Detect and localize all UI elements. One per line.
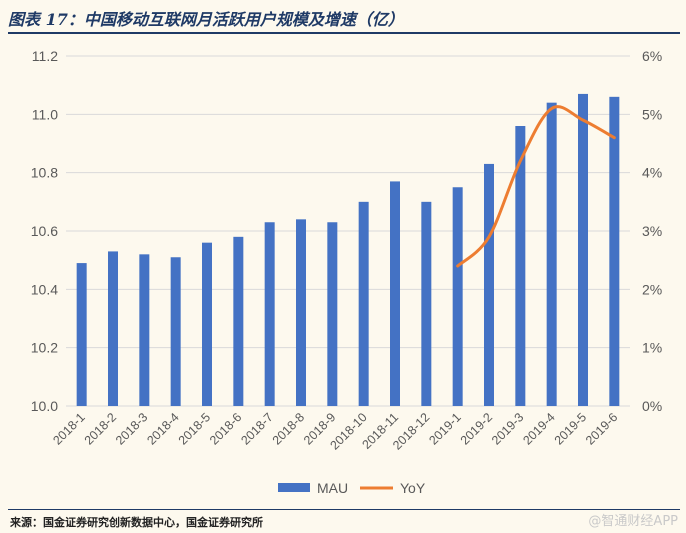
x-tick-label: 2019-5 bbox=[552, 410, 589, 447]
chart: 10.0 10.2 10.4 10.6 10.8 11.0 11.2 0% 1% 2% 3% 4% 5… bbox=[31, 48, 662, 496]
legend-label-mau: MAU bbox=[317, 480, 348, 496]
bar bbox=[452, 187, 463, 406]
bar bbox=[108, 251, 118, 406]
x-tick-label: 2018-6 bbox=[207, 410, 244, 447]
x-tick-label: 2018-1 bbox=[50, 410, 87, 447]
bar bbox=[202, 242, 212, 406]
bar bbox=[296, 219, 306, 406]
y-tick-label-left: 10.6 bbox=[31, 223, 58, 239]
header-rule bbox=[8, 32, 680, 34]
footer-rule bbox=[8, 509, 680, 510]
chart-title: 图表 17：中国移动互联网月活跃用户规模及增速（亿） bbox=[8, 10, 404, 29]
y-tick-label-right: 0% bbox=[642, 398, 662, 414]
bar-layer bbox=[76, 93, 620, 407]
x-tick-label: 2019-3 bbox=[489, 410, 526, 447]
source-note: 来源：国金证券研究创新数据中心，国金证券研究所 bbox=[10, 516, 263, 529]
x-tick-label: 2018-5 bbox=[176, 410, 213, 447]
line-layer bbox=[456, 105, 616, 268]
bar bbox=[170, 257, 181, 406]
x-axis: 2018-12018-22018-32018-42018-52018-62018… bbox=[50, 410, 620, 452]
x-tick-label: 2018-7 bbox=[238, 410, 275, 447]
legend-label-yoy: YoY bbox=[400, 480, 426, 496]
bar bbox=[515, 126, 526, 406]
bar bbox=[578, 93, 588, 407]
y-tick-label-left: 11.2 bbox=[32, 48, 58, 64]
y-axis-right: 0% 1% 2% 3% 4% 5% 6% bbox=[642, 48, 662, 414]
y-tick-label-left: 10.4 bbox=[31, 281, 58, 297]
y-tick-label-left: 10.0 bbox=[31, 398, 58, 414]
x-tick-label: 2018-2 bbox=[82, 410, 119, 447]
bar bbox=[546, 102, 557, 407]
x-tick-label: 2018-3 bbox=[113, 410, 150, 447]
x-tick-label: 2019-4 bbox=[520, 410, 557, 447]
x-tick-label: 2018-8 bbox=[270, 410, 307, 447]
bar bbox=[264, 222, 275, 406]
x-tick-label: 2019-1 bbox=[426, 410, 463, 447]
y-tick-label-left: 11.0 bbox=[32, 106, 58, 122]
bar bbox=[484, 163, 494, 406]
y-tick-label-right: 1% bbox=[642, 340, 662, 356]
bar bbox=[358, 201, 369, 406]
legend: MAU YoY bbox=[278, 480, 426, 496]
bar bbox=[233, 236, 244, 406]
x-tick-label: 2019-2 bbox=[458, 410, 495, 447]
bar bbox=[76, 263, 87, 406]
y-tick-label-left: 10.8 bbox=[31, 165, 58, 181]
bar bbox=[421, 201, 432, 406]
x-tick-label: 2018-4 bbox=[144, 410, 181, 447]
y-tick-label-right: 3% bbox=[642, 223, 662, 239]
bar bbox=[390, 181, 400, 406]
y-axis-left: 10.0 10.2 10.4 10.6 10.8 11.0 11.2 bbox=[31, 48, 58, 414]
bar bbox=[327, 222, 338, 406]
yoy-line bbox=[456, 105, 616, 268]
y-tick-label-right: 4% bbox=[642, 165, 662, 181]
bar bbox=[609, 96, 620, 406]
bar bbox=[139, 254, 150, 406]
y-tick-label-right: 2% bbox=[642, 281, 662, 297]
grid-layer bbox=[66, 55, 630, 407]
y-tick-label-right: 6% bbox=[642, 48, 662, 64]
x-tick-label: 2019-6 bbox=[583, 410, 620, 447]
y-tick-label-right: 5% bbox=[642, 106, 662, 122]
watermark: @智通财经APP bbox=[588, 514, 678, 529]
legend-swatch-mau bbox=[278, 483, 310, 492]
y-tick-label-left: 10.2 bbox=[31, 340, 58, 356]
